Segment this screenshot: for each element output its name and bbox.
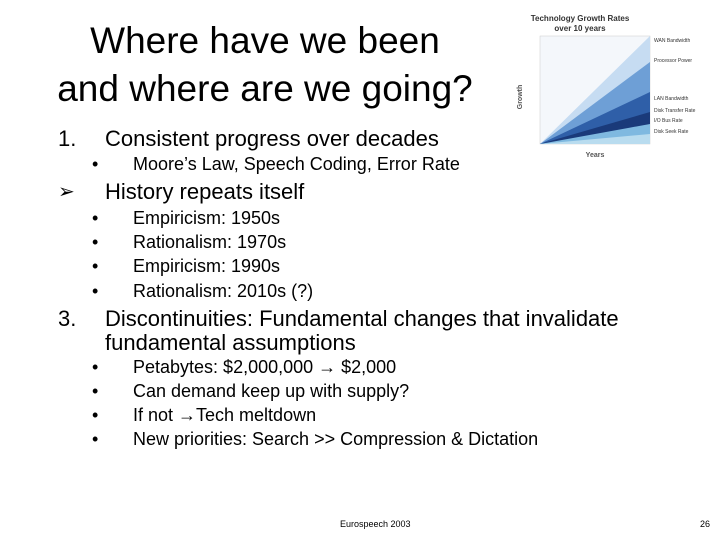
- subitem-text: Petabytes: $2,000,000 → $2,000: [133, 357, 397, 377]
- legend-label: Disk Seek Rate: [654, 129, 689, 135]
- legend-label: Processor Power: [654, 58, 692, 64]
- title-line: Where have we been: [90, 20, 440, 61]
- subitem-text: Moore’s Law, Speech Coding, Error Rate: [133, 154, 460, 174]
- subitem-text: Can demand keep up with supply?: [133, 381, 410, 401]
- bullet: •: [92, 232, 99, 252]
- title-line: and where are we going?: [57, 68, 473, 109]
- subitem-text: Empiricism: 1990s: [133, 256, 281, 276]
- legend-label: LAN Bandwidth: [654, 96, 689, 102]
- bullet: •: [92, 405, 99, 425]
- legend-label: Disk Transfer Rate: [654, 108, 696, 114]
- figure-title: over 10 years: [554, 24, 606, 33]
- band: [540, 134, 650, 144]
- subitem-text: Rationalism: 1970s: [133, 232, 287, 252]
- item-text: fundamental assumptions: [105, 330, 356, 355]
- legend-label: WAN Bandwidth: [654, 38, 690, 44]
- item-text: Consistent progress over decades: [105, 126, 439, 151]
- figure-title: Technology Growth Rates: [531, 14, 630, 23]
- subitem-text: If not →Tech meltdown: [133, 405, 317, 425]
- bullet: •: [92, 281, 99, 301]
- legend-label: I/O Bus Rate: [654, 118, 683, 124]
- bullet: •: [92, 429, 99, 449]
- subitem-text: New priorities: Search >> Compression & …: [133, 429, 539, 449]
- subitem-text: Empiricism: 1950s: [133, 208, 281, 228]
- growth-figure: Technology Growth Rates over 10 years Gr…: [517, 14, 696, 159]
- figure-y-label: Growth: [517, 85, 524, 110]
- item-marker: 3.: [58, 306, 77, 331]
- bullet: •: [92, 208, 99, 228]
- page-number: 26: [700, 519, 711, 529]
- item-text: History repeats itself: [105, 179, 305, 204]
- bullet: •: [92, 154, 99, 174]
- bullet: •: [92, 381, 99, 401]
- bullet: •: [92, 357, 99, 377]
- footer-text: Eurospeech 2003: [340, 519, 411, 529]
- item-text: Discontinuities: Fundamental changes tha…: [105, 306, 619, 331]
- figure-x-label: Years: [586, 152, 605, 159]
- item-marker: 1.: [58, 126, 77, 151]
- bullet: •: [92, 256, 99, 276]
- item-marker: ➢: [58, 179, 75, 203]
- subitem-text: Rationalism: 2010s (?): [133, 281, 314, 301]
